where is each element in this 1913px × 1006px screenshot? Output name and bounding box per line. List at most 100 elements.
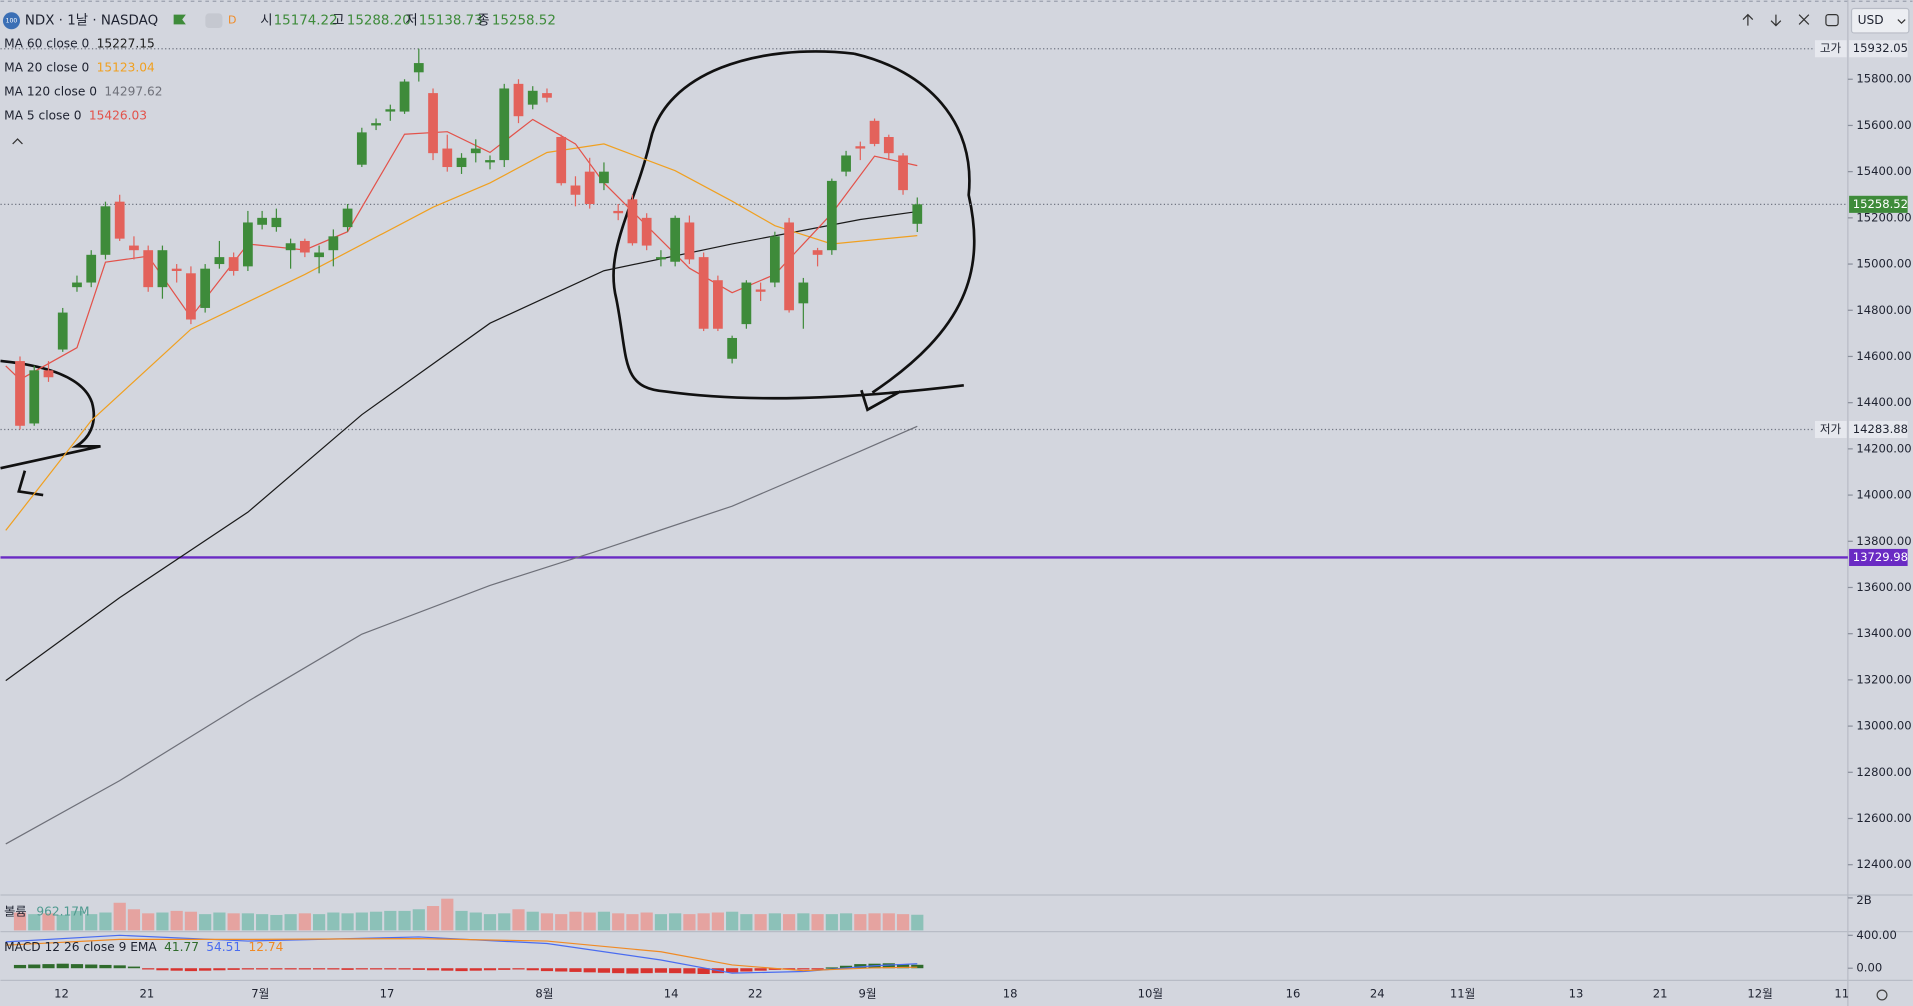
price-tag-name-box — [1814, 40, 1847, 58]
y-tick-label: 12800.00 — [1856, 765, 1911, 779]
candle-body — [727, 337, 738, 359]
candle-body — [470, 148, 481, 154]
candle-body — [157, 250, 168, 288]
volume-bar — [726, 911, 739, 931]
y-tick-label: 400.00 — [1856, 928, 1897, 942]
macd-histogram-bar — [854, 964, 867, 969]
x-tick-label: 21 — [139, 986, 154, 1000]
fullscreen-button[interactable] — [1825, 14, 1839, 27]
macd-histogram-bar — [284, 968, 297, 970]
candle-body — [29, 370, 40, 424]
macd-histogram-bar — [811, 968, 824, 970]
candle-body — [43, 370, 54, 378]
volume-bar — [612, 913, 625, 931]
candle-body — [171, 268, 182, 271]
ohlc-label: 종 — [477, 14, 489, 29]
candle-body — [15, 361, 25, 426]
macd-histogram-bar — [526, 968, 539, 971]
settings-button[interactable] — [1876, 989, 1888, 1001]
macd-histogram-bar — [612, 968, 625, 974]
scroll-down-button[interactable] — [1770, 14, 1782, 27]
volume-bar — [569, 911, 582, 931]
macd-histogram-bar — [825, 967, 838, 969]
volume-bar — [540, 913, 554, 931]
macd-histogram-bar — [184, 968, 198, 972]
volume-bar — [355, 912, 368, 931]
candle-body — [769, 236, 780, 283]
candle-body — [741, 282, 752, 325]
candle-body — [898, 155, 908, 191]
drawing-circle[interactable] — [612, 50, 976, 412]
y-tick-label: 13800.00 — [1856, 534, 1911, 548]
macd-histogram-bar — [298, 968, 311, 970]
volume-bar — [555, 914, 568, 931]
volume-bar — [669, 913, 682, 931]
macd-legend-name: MACD 12 26 close 9 EMA — [4, 940, 157, 954]
y-tick-label: 14000.00 — [1856, 488, 1911, 502]
macd-histogram-bar — [540, 968, 554, 972]
candle-body — [428, 93, 438, 154]
candle-body — [527, 90, 538, 105]
flag-icon[interactable] — [173, 14, 186, 25]
drawing-arrow[interactable] — [0, 359, 101, 497]
x-tick-label: 16 — [1286, 986, 1301, 1000]
volume-bar — [911, 914, 924, 931]
legend-collapse[interactable] — [12, 138, 23, 145]
macd-histogram-bar — [455, 968, 468, 972]
legend-name: MA 60 close 0 — [4, 36, 89, 50]
y-tick-label: 13200.00 — [1856, 672, 1911, 686]
macd-histogram-bar — [740, 968, 753, 972]
volume-bar — [711, 912, 724, 931]
x-tick-label: 11월 — [1450, 986, 1475, 1000]
price-tag — [1849, 40, 1908, 58]
volume-bar — [241, 913, 254, 931]
y-tick-label: 15200.00 — [1856, 210, 1911, 224]
macd-histogram-bar — [398, 968, 411, 970]
macd-histogram-bar — [341, 968, 354, 970]
close-button[interactable] — [1798, 14, 1810, 25]
candle-body — [356, 132, 367, 165]
y-tick-label: 13000.00 — [1856, 719, 1911, 733]
scroll-up-button[interactable] — [1742, 13, 1754, 26]
candle-body — [713, 280, 723, 329]
currency-button[interactable] — [1850, 7, 1910, 34]
volume-bar — [469, 912, 482, 931]
candle-body — [257, 217, 268, 225]
volume-bar — [113, 902, 126, 931]
candle-body — [72, 282, 82, 288]
volume-bar — [341, 913, 354, 931]
x-tick-label: 24 — [1370, 986, 1385, 1000]
ohlc-value: 15138.73 — [419, 14, 483, 29]
x-tick-label: 12 — [54, 986, 69, 1000]
volume-bar — [512, 909, 525, 931]
candle-body — [485, 160, 495, 163]
macd-histogram-bar — [839, 965, 853, 969]
y-tick-label: 2B — [1856, 893, 1871, 907]
legend-name: MA 120 close 0 — [4, 84, 97, 98]
candle-body — [385, 109, 396, 112]
price-tag-name: 저가 — [1820, 422, 1842, 436]
macd-histogram-bar — [754, 968, 767, 971]
candle-body — [342, 208, 353, 228]
macd-histogram-bar — [583, 968, 596, 973]
macd-histogram-bar — [85, 964, 98, 969]
symbol-icon[interactable] — [2, 12, 21, 30]
macd-histogram-bar — [384, 968, 397, 970]
candle-body — [328, 236, 339, 251]
candle-body — [869, 120, 880, 144]
macd-histogram-bar — [882, 963, 895, 969]
macd-histogram-bar — [270, 968, 283, 970]
candle-body — [627, 199, 638, 244]
volume-bar — [213, 912, 226, 931]
macd-histogram-bar — [483, 968, 497, 971]
volume-bar — [70, 910, 84, 931]
candle-body — [299, 240, 310, 253]
volume-bar — [697, 913, 710, 931]
x-tick-label: 8월 — [535, 986, 553, 1000]
candle-body — [812, 250, 823, 255]
candle-body — [656, 257, 666, 260]
candle-body — [399, 81, 410, 112]
symbol-title[interactable]: NDX · 1날 · NASDAQ — [25, 13, 158, 29]
moving-average-line — [5, 143, 918, 531]
